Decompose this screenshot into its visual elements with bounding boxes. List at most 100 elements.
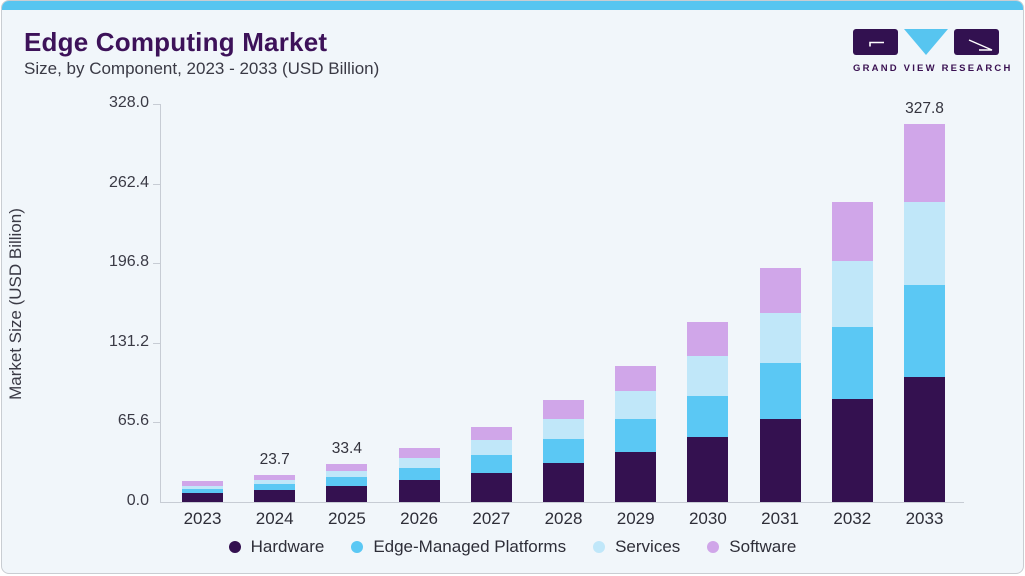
- x-tick-label-2025: 2025: [327, 509, 366, 528]
- segment-edge-managed-platforms-2031: [759, 362, 801, 420]
- x-tick-label-2024: 2024: [255, 509, 294, 528]
- legend-dot-icon: [593, 541, 606, 553]
- segment-software-2029: [615, 366, 657, 391]
- bar-total-label-2024: 23.7: [259, 450, 290, 468]
- bar-2026: [398, 448, 440, 502]
- bar-2033: [904, 124, 945, 502]
- legend-label: Edge-Managed Platforms: [373, 537, 567, 556]
- segment-edge-managed-platforms-2024: [254, 484, 296, 491]
- segment-edge-managed-platforms-2032: [831, 327, 873, 400]
- bar-2031: [759, 268, 801, 502]
- x-tick-label-2027: 2027: [472, 509, 511, 528]
- y-tick-label: 196.8: [108, 253, 149, 271]
- y-tick-label: 328.0: [108, 94, 149, 111]
- legend-item-software: Software: [707, 537, 796, 557]
- segment-software-2031: [759, 268, 801, 314]
- bar-2025: [326, 463, 368, 502]
- segment-software-2028: [543, 400, 584, 420]
- segment-hardware-2031: [759, 419, 801, 502]
- segment-edge-managed-platforms-2025: [326, 477, 368, 486]
- y-tick-mark: [153, 342, 160, 344]
- logo-glyphs: [853, 29, 999, 56]
- segment-edge-managed-platforms-2023: [182, 488, 223, 494]
- y-axis-title: Market Size (USD Billion): [6, 208, 25, 400]
- segment-software-2026: [398, 448, 440, 458]
- bar-2023: [182, 481, 223, 502]
- page-title: Edge Computing Market: [24, 27, 328, 57]
- segment-software-2027: [470, 427, 512, 441]
- legend-label: Hardware: [250, 537, 325, 556]
- bar-2024: [254, 474, 296, 502]
- bar-2028: [543, 400, 584, 502]
- legend-label: Software: [729, 537, 797, 556]
- bar-2032: [831, 201, 873, 502]
- y-tick-label: 0.0: [126, 492, 149, 509]
- y-tick-mark: [153, 183, 160, 185]
- logo-g-icon: [869, 41, 884, 47]
- segment-services-2027: [470, 440, 512, 455]
- bar-2027: [470, 427, 512, 502]
- segment-hardware-2033: [904, 377, 945, 502]
- bar-total-label-2033: 327.8: [905, 100, 944, 118]
- segment-edge-managed-platforms-2033: [904, 285, 945, 378]
- segment-services-2026: [398, 457, 440, 469]
- legend-label: Services: [615, 537, 681, 556]
- segment-services-2029: [615, 390, 657, 419]
- chart-legend: Hardware Edge-Managed Platforms Services So…: [2, 537, 1023, 557]
- segment-hardware-2028: [543, 462, 584, 502]
- x-axis-spine: [160, 502, 964, 503]
- x-tick-label-2028: 2028: [544, 509, 583, 528]
- x-tick-label-2023: 2023: [183, 509, 222, 528]
- segment-services-2032: [831, 261, 873, 328]
- x-tick-label-2032: 2032: [833, 509, 872, 528]
- logo-g-block: [853, 29, 898, 55]
- segment-edge-managed-platforms-2026: [398, 468, 440, 480]
- y-tick-mark: [153, 422, 160, 424]
- legend-dot-icon: [228, 541, 241, 553]
- x-tick-label-2033: 2033: [905, 509, 944, 528]
- segment-services-2031: [759, 313, 801, 363]
- grand-view-research-logo: GRAND VIEW RESEARCH: [853, 29, 1010, 74]
- y-tick-mark: [153, 104, 160, 105]
- segment-hardware-2025: [326, 485, 368, 502]
- segment-hardware-2026: [398, 479, 440, 502]
- segment-hardware-2027: [470, 472, 512, 502]
- logo-v-triangle-icon: [904, 29, 948, 55]
- logo-r-icon: [968, 39, 993, 51]
- y-axis-spine: [160, 104, 161, 502]
- logo-r-block: [954, 29, 999, 55]
- segment-hardware-2030: [687, 436, 729, 502]
- page-subtitle: Size, by Component, 2023 - 2033 (USD Bil…: [24, 59, 380, 78]
- y-tick-label: 262.4: [108, 173, 149, 191]
- segment-services-2033: [904, 202, 945, 286]
- segment-edge-managed-platforms-2028: [543, 439, 584, 463]
- bar-2029: [615, 366, 657, 502]
- accent-top-bar: [2, 1, 1023, 10]
- legend-item-services: Services: [593, 537, 680, 557]
- segment-software-2032: [831, 201, 873, 262]
- segment-services-2030: [687, 355, 729, 396]
- legend-item-hardware: Hardware: [228, 537, 325, 557]
- segment-services-2024: [254, 480, 296, 485]
- x-tick-label-2029: 2029: [616, 509, 655, 528]
- x-tick-label-2031: 2031: [761, 509, 799, 528]
- segment-edge-managed-platforms-2027: [470, 454, 512, 473]
- segment-software-2023: [182, 481, 223, 486]
- legend-dot-icon: [707, 541, 720, 553]
- segment-hardware-2032: [831, 399, 873, 502]
- x-tick-label-2026: 2026: [400, 509, 438, 528]
- x-tick-label-2030: 2030: [688, 509, 727, 528]
- legend-dot-icon: [351, 541, 364, 553]
- segment-services-2023: [182, 485, 223, 489]
- segment-software-2030: [687, 322, 729, 356]
- segment-services-2025: [326, 471, 368, 478]
- bar-2030: [687, 322, 729, 502]
- y-tick-mark: [153, 263, 160, 265]
- segment-software-2033: [904, 124, 945, 203]
- segment-software-2025: [326, 463, 368, 471]
- segment-software-2024: [254, 474, 296, 481]
- segment-hardware-2023: [182, 493, 223, 502]
- y-tick-label: 131.2: [108, 332, 149, 350]
